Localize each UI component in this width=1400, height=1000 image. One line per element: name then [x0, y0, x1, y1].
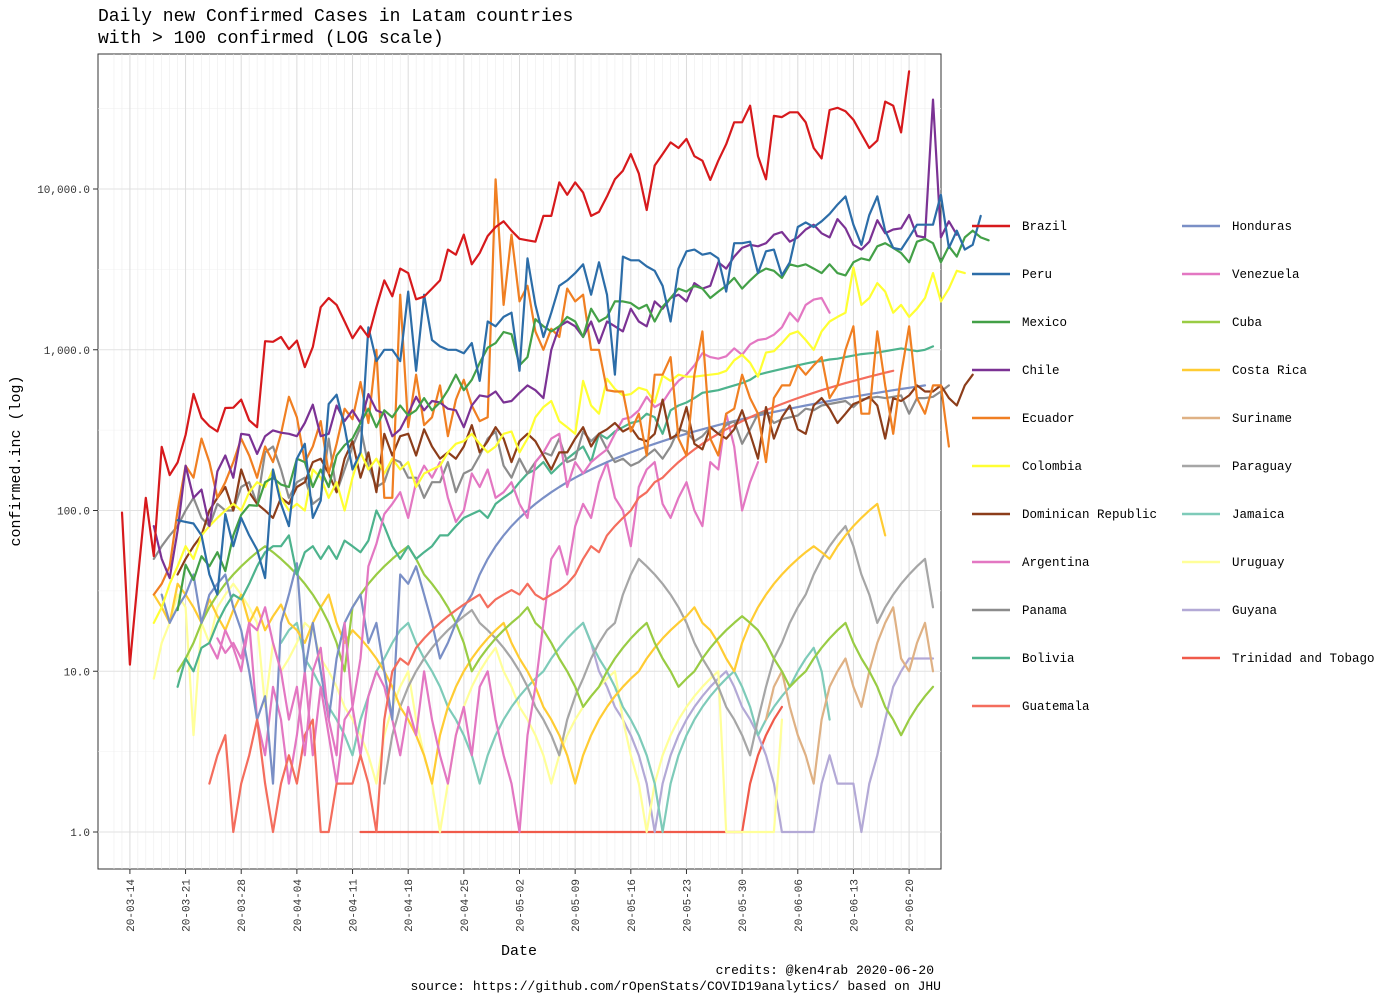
series-line-panama	[152, 384, 951, 561]
y-tick-label: 100.0	[57, 507, 90, 519]
legend-label: Chile	[1022, 364, 1060, 378]
legend: Brazil Peru Mexico Chile Ecuador Colombia Domi…	[972, 220, 1375, 714]
x-tick-label: 20-04-04	[293, 879, 305, 932]
series-line-trinidad-and-tobago	[359, 705, 784, 834]
legend-label: Trinidad and Tobago	[1232, 652, 1375, 666]
caption-credits: credits: @ken4rab 2020-06-20	[716, 963, 934, 978]
series-line-guatemala	[208, 369, 895, 834]
series-line-honduras	[160, 384, 927, 785]
series-line-costa-rica	[152, 502, 887, 785]
x-tick-label: 20-05-02	[516, 879, 528, 932]
legend-label: Uruguay	[1232, 556, 1285, 570]
y-tick-label: 10.0	[64, 667, 90, 679]
legend-label: Guatemala	[1022, 700, 1090, 714]
x-tick-label: 20-03-28	[237, 879, 249, 932]
x-tick-label: 20-05-09	[571, 879, 583, 932]
x-tick-label: 20-05-23	[682, 879, 694, 932]
series-line-paraguay	[383, 524, 935, 785]
caption-source: source: https://github.com/rOpenStats/CO…	[411, 979, 942, 994]
legend-label: Mexico	[1022, 316, 1067, 330]
y-tick-label: 1.0	[70, 828, 90, 840]
legend-label: Panama	[1022, 604, 1068, 618]
legend-label: Jamaica	[1232, 508, 1285, 522]
series-line-peru	[176, 193, 982, 596]
legend-label: Bolivia	[1022, 652, 1075, 666]
legend-label: Brazil	[1022, 220, 1067, 234]
series-line-chile	[152, 98, 958, 580]
x-tick-label: 20-06-06	[794, 879, 806, 932]
y-tick-label: 10,000.0	[37, 185, 90, 197]
chart-title: Daily new Confirmed Cases in Latam count…	[98, 7, 573, 27]
legend-label: Guyana	[1232, 604, 1278, 618]
y-axis-title: confirmed.inc (log)	[8, 375, 25, 546]
series-line-cuba	[176, 545, 935, 737]
x-tick-label: 20-06-13	[849, 879, 861, 932]
x-tick-label: 20-04-11	[349, 879, 361, 932]
legend-label: Cuba	[1232, 316, 1263, 330]
x-axis-title: Date	[501, 943, 537, 960]
series-line-brazil	[120, 70, 911, 666]
x-tick-label: 20-05-16	[627, 879, 639, 932]
series-line-ecuador	[152, 178, 951, 596]
legend-label: Honduras	[1232, 220, 1292, 234]
series-line-dominican-republic	[176, 373, 974, 576]
legend-label: Costa Rica	[1232, 364, 1308, 378]
y-tick-label: 1,000.0	[44, 346, 90, 358]
legend-label: Dominican Republic	[1022, 508, 1157, 522]
legend-label: Colombia	[1022, 460, 1083, 474]
legend-label: Paraguay	[1232, 460, 1293, 474]
legend-label: Peru	[1022, 268, 1052, 282]
legend-label: Argentina	[1022, 556, 1090, 570]
series-line-suriname	[764, 606, 935, 785]
legend-label: Ecuador	[1022, 412, 1075, 426]
x-tick-label: 20-04-18	[404, 879, 416, 932]
x-tick-label: 20-04-25	[460, 879, 472, 932]
legend-label: Venezuela	[1232, 268, 1300, 282]
x-tick-label: 20-05-30	[738, 879, 750, 932]
series-line-venezuela	[208, 412, 760, 834]
x-tick-label: 20-03-21	[182, 879, 194, 932]
series-lines	[120, 70, 990, 834]
series-line-bolivia	[176, 345, 935, 688]
x-tick-label: 20-03-14	[126, 879, 138, 932]
series-line-argentina	[216, 296, 831, 757]
chart-subtitle: with > 100 confirmed (LOG scale)	[98, 29, 444, 49]
legend-label: Suriname	[1232, 412, 1292, 426]
series-line-uruguay	[152, 582, 784, 834]
x-tick-label: 20-06-20	[905, 879, 917, 932]
series-line-colombia	[152, 266, 966, 625]
series-line-mexico	[176, 229, 990, 612]
axes: 1.0 10.0 100.0 1,000.0 10,000.0 20-03-14 20-03…	[37, 185, 917, 932]
